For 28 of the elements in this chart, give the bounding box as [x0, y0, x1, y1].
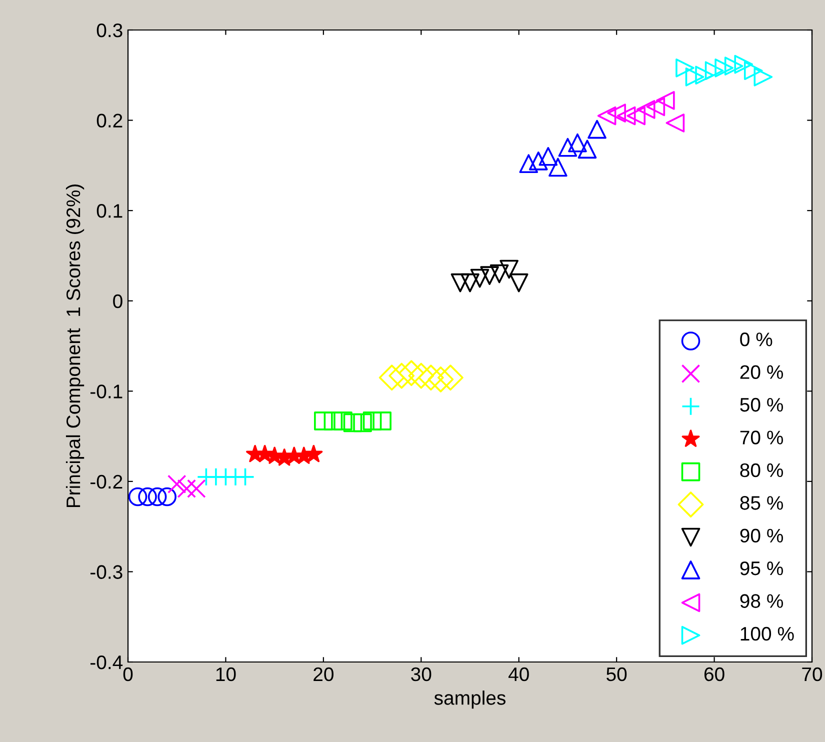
x-tick-label: 30	[411, 667, 432, 682]
x-tick-label: 0	[123, 667, 133, 682]
legend-label: 100 %	[740, 626, 794, 641]
x-tick-label: 20	[314, 667, 334, 682]
y-tick-label: -0.2	[90, 474, 122, 489]
legend-label: 95 %	[740, 561, 783, 576]
x-tick-label: 50	[606, 667, 627, 682]
y-tick-label: -0.3	[90, 565, 122, 579]
x-tick-label: 10	[216, 667, 236, 682]
y-axis-title: Principal Component 1 Scores (92%)	[66, 184, 84, 508]
y-tick-label: -0.4	[90, 655, 123, 670]
legend-label: 90 %	[740, 528, 783, 543]
x-tick-label: 70	[802, 667, 822, 682]
y-tick-label: 0.2	[96, 114, 122, 128]
legend-label: 98 %	[740, 594, 783, 608]
x-tick-label: 40	[508, 667, 529, 682]
legend-label: 20 %	[740, 365, 783, 379]
y-tick-label: 0	[113, 294, 122, 308]
y-tick-label: 0.3	[96, 23, 122, 38]
legend-label: 70 %	[740, 430, 783, 444]
legend-label: 80 %	[740, 463, 783, 478]
x-axis-title: samples	[434, 690, 506, 709]
legend-label: 0 %	[740, 332, 772, 346]
y-tick-label: -0.1	[90, 384, 122, 398]
legend-label: 85 %	[740, 496, 783, 510]
x-tick-label: 60	[704, 667, 724, 682]
y-tick-label: 0.1	[96, 204, 122, 218]
legend-label: 50 %	[740, 398, 783, 412]
